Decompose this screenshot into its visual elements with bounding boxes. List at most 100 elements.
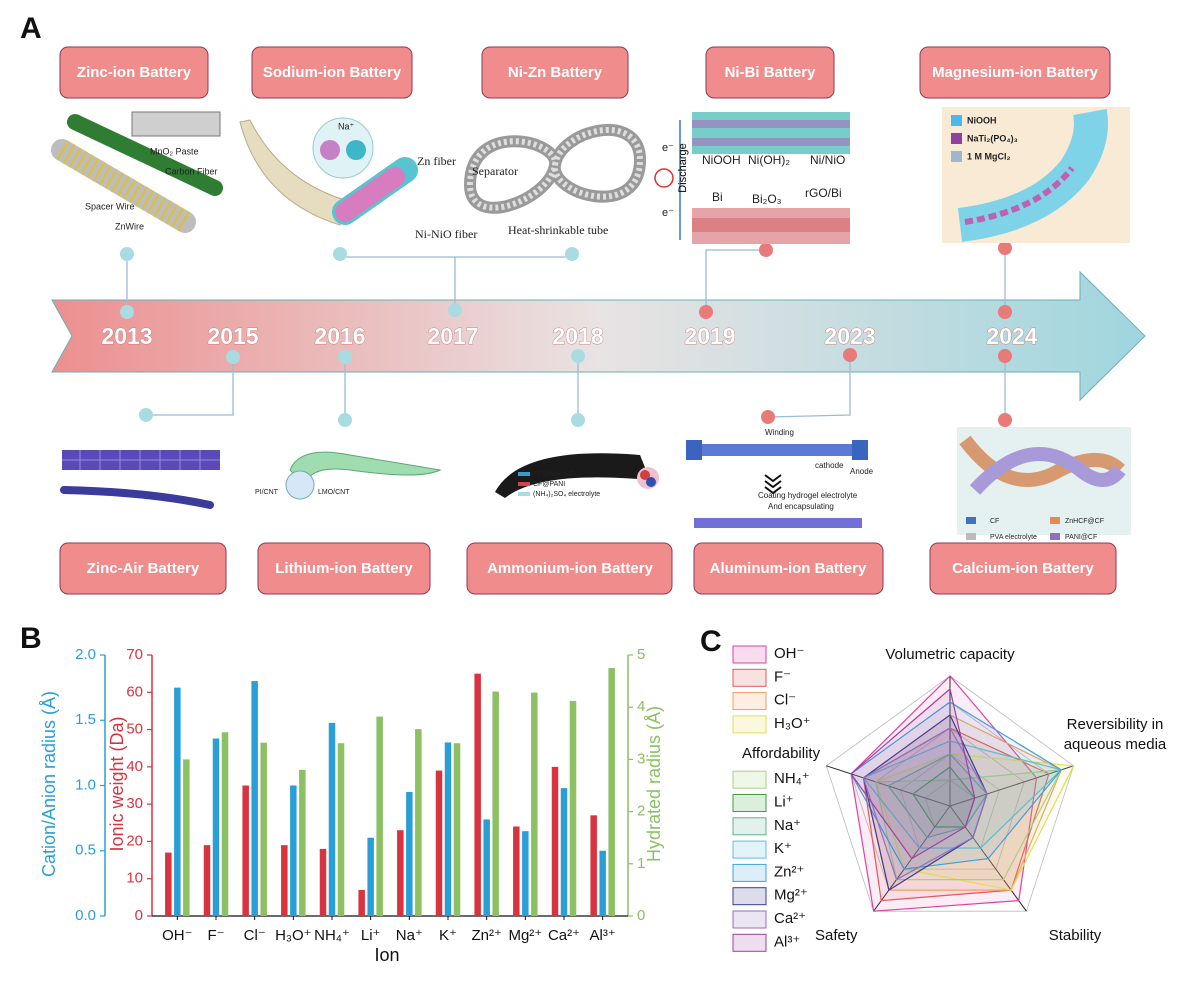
- illustration-text: And encapsulating: [768, 502, 834, 511]
- bar: [406, 792, 413, 916]
- year: 2018: [552, 323, 603, 349]
- bar: [319, 848, 327, 916]
- sodium-ion-illustration: Na⁺: [239, 117, 418, 226]
- illustration-text: Bi₂O₃: [752, 192, 782, 206]
- bar: [367, 837, 374, 916]
- legend-label: Al³⁺: [774, 933, 800, 950]
- radar-area: [912, 766, 976, 828]
- y-tick-label: 1.0: [75, 776, 96, 793]
- illustration-text: Heat-shrinkable tube: [508, 223, 608, 237]
- radar-area: [887, 753, 988, 839]
- illustration-text: Na⁺: [338, 121, 355, 131]
- bar: [608, 668, 615, 916]
- bar: [358, 889, 365, 916]
- illustration-text: Coating hydrogel electrolyte: [758, 491, 858, 500]
- battery-label: Lithium-ion Battery: [275, 560, 413, 577]
- connectors: [120, 241, 1012, 427]
- axis-title: Ionic weight (Da): [107, 716, 127, 851]
- y-tick-label: 3: [637, 750, 645, 767]
- x-tick-label: Zn²⁺: [471, 927, 501, 944]
- grid-ring: [825, 675, 1075, 912]
- ni-bi-illustration: Discharge NiOOH Ni(OH)₂ Ni/NiO Bi Bi₂O₃ …: [654, 112, 850, 244]
- y-tick-label: 70: [126, 646, 143, 663]
- year: 2024: [986, 323, 1037, 349]
- x-tick-label: Al³⁺: [590, 927, 616, 944]
- battery-label: Ammonium-ion Battery: [487, 560, 654, 577]
- bar: [299, 769, 306, 916]
- legend-label: Zn²⁺: [774, 863, 804, 880]
- bar: [290, 785, 297, 916]
- illustration-text: NiOOH: [702, 153, 741, 167]
- bar: [444, 742, 452, 916]
- battery-box: Zinc-ion Battery: [59, 46, 209, 99]
- magnesium-ion-illustration: NiOOH NaTi₂(PO₄)₃ 1 M MgCl₂: [942, 107, 1130, 243]
- y-tick-label: 60: [126, 683, 143, 700]
- battery-label: Sodium-ion Battery: [263, 64, 402, 81]
- legend-label: OH⁻: [774, 645, 804, 662]
- bar: [569, 700, 577, 916]
- y-tick-label: 0.5: [75, 842, 96, 859]
- y-tick-label: 50: [126, 721, 143, 738]
- bar: [435, 770, 443, 916]
- bar: [212, 738, 220, 916]
- illustration-text: Winding: [765, 428, 794, 437]
- illustration-text: LMO/CNT: [318, 489, 350, 496]
- bar: [221, 732, 229, 916]
- year: 2013: [101, 323, 152, 349]
- panel-label: A: [20, 12, 42, 45]
- calcium-ion-illustration: CF ZnHCF@CF PVA electrolyte PANI@CF: [957, 427, 1131, 541]
- illustration-text: CF@PANI: [533, 481, 565, 488]
- y-tick-label: 20: [126, 832, 143, 849]
- battery-label: Zinc-Air Battery: [87, 560, 200, 577]
- x-tick-label: Ca²⁺: [548, 927, 580, 944]
- bar: [376, 716, 383, 916]
- legend-label: NH₄⁺: [774, 770, 810, 787]
- bar: [590, 815, 597, 916]
- battery-box: Magnesium-ion Battery: [919, 46, 1111, 99]
- y-tick-label: 5: [637, 646, 645, 663]
- grid-ring: [875, 727, 1025, 870]
- aluminum-ion-illustration: Winding cathode Anode Coating hydrogel e…: [686, 428, 874, 528]
- illustration-text: NiOOH: [967, 115, 997, 125]
- bar: [174, 687, 181, 916]
- legend-label: Ca²⁺: [774, 910, 806, 927]
- legend-swatch: [732, 910, 767, 929]
- legend-label: Cl⁻: [774, 692, 796, 709]
- illustration-text: e⁻: [662, 207, 674, 219]
- radar-area: [850, 701, 1063, 870]
- axis-title: Ion: [374, 945, 399, 965]
- timeline-arrow: [51, 270, 1146, 402]
- legend-swatch: [732, 715, 767, 734]
- illustration-text: Anode: [850, 467, 874, 476]
- bar: [531, 692, 538, 916]
- battery-box: Ni-Zn Battery: [481, 46, 629, 99]
- legend-swatch: [732, 692, 767, 711]
- illustration-text: Ni/NiO: [810, 153, 845, 167]
- illustration-text: e⁻: [662, 142, 674, 154]
- bar: [397, 830, 404, 916]
- legend-swatch: [732, 887, 767, 906]
- panel-label: C: [700, 625, 722, 658]
- legend-swatch: [732, 817, 767, 836]
- bar: [165, 852, 172, 916]
- ammonium-ion-illustration: CF@NH₄V₄O₁₀ CF@PANI (NH₄)₂SO₄ electrolyt…: [495, 453, 659, 498]
- battery-label: Ni-Bi Battery: [725, 64, 817, 81]
- bar: [328, 722, 336, 916]
- x-tick-label: Na⁺: [396, 927, 423, 944]
- legend-label: Na⁺: [774, 817, 801, 834]
- legend-label: F⁻: [774, 668, 791, 685]
- legend-swatch: [732, 933, 767, 952]
- y-tick-label: 40: [126, 758, 143, 775]
- ni-zn-illustration: Zn fiber Separator Ni-NiO fiber Heat-shr…: [415, 124, 647, 241]
- radar-axis-label: Volumetric capacity: [885, 646, 1015, 663]
- legend-label: Li⁺: [774, 793, 794, 810]
- bar: [492, 691, 499, 916]
- lithium-ion-illustration: PI/CNT LMO/CNT: [255, 451, 442, 500]
- bar: [337, 743, 345, 916]
- x-tick-label: K⁺: [439, 927, 457, 944]
- bar: [551, 766, 559, 916]
- radar-axis-label: Reversibility in aqueous media: [1063, 716, 1167, 753]
- zinc-ion-illustration: MnO₂ Paste Carbon Fiber Spacer Wire ZnWi…: [51, 111, 223, 233]
- year: 2017: [427, 323, 478, 349]
- battery-label: Calcium-ion Battery: [952, 560, 1094, 577]
